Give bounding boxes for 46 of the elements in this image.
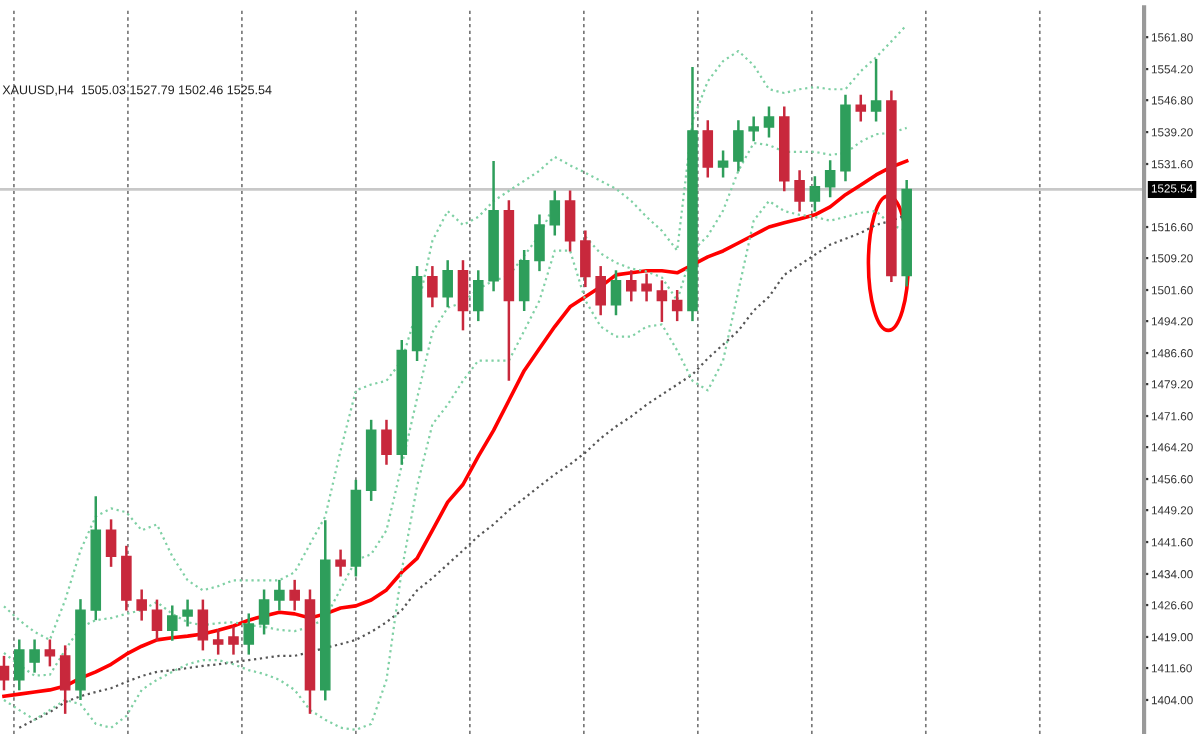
candlestick <box>702 119 714 179</box>
candlestick <box>212 628 224 656</box>
candlestick <box>748 115 759 143</box>
candlestick <box>656 279 668 324</box>
candlestick <box>641 272 652 303</box>
candlestick <box>29 638 40 674</box>
candlestick <box>855 93 867 123</box>
candlestick <box>870 57 882 123</box>
candlestick <box>166 604 178 642</box>
candlestick <box>335 548 346 578</box>
candlestick <box>457 258 469 332</box>
candlestick <box>824 158 836 199</box>
candlestick <box>381 418 392 467</box>
candlestick <box>717 149 729 179</box>
candlestick <box>228 625 239 656</box>
candlestick <box>182 598 193 628</box>
candlestick <box>289 578 300 612</box>
candlestick <box>794 169 805 213</box>
candlestick <box>121 544 132 612</box>
candlestick <box>610 269 622 317</box>
line-series <box>2 23 908 642</box>
candlestick <box>197 598 209 652</box>
candlestick <box>763 105 775 139</box>
candlestick <box>44 638 56 668</box>
candlestick <box>518 248 530 313</box>
candlestick <box>809 174 821 213</box>
candlestick <box>258 588 270 636</box>
candlestick <box>625 269 637 303</box>
candlestick <box>534 213 545 273</box>
candlestick <box>136 588 147 622</box>
candlestick <box>472 269 484 323</box>
candlestick <box>427 264 438 309</box>
candlestick <box>442 258 453 309</box>
candlestick <box>274 578 285 612</box>
candlestick <box>151 598 163 642</box>
candlestick <box>564 189 576 253</box>
candlestick <box>671 288 683 323</box>
candlestick <box>549 189 561 237</box>
candlestick <box>59 644 71 716</box>
candlestick <box>13 638 25 692</box>
candlestick <box>105 518 117 569</box>
candlestick <box>733 119 744 173</box>
candlestick <box>0 654 10 692</box>
candlestick <box>580 229 591 289</box>
candlestick <box>595 264 606 317</box>
candlestick <box>243 612 255 656</box>
